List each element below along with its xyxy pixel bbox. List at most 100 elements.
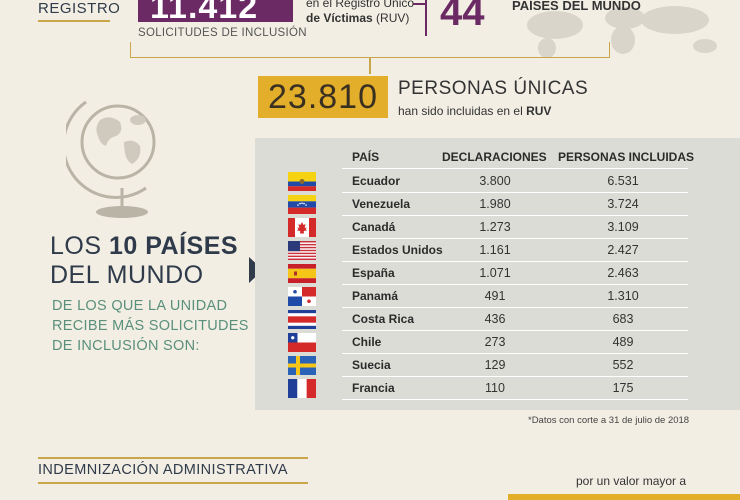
costa-rica-flag-icon	[288, 310, 316, 329]
row-divider	[342, 353, 688, 354]
valor-mayor-text: por un valor mayor a	[576, 474, 687, 488]
persons-value: 2.427	[607, 243, 639, 257]
bracket-connector	[130, 42, 610, 58]
country-name: Chile	[352, 335, 382, 349]
heading-line-1-pre: LOS	[50, 232, 109, 260]
france-flag-icon	[288, 379, 316, 398]
countries-table-panel	[255, 138, 740, 410]
heading-line-2: DEL MUNDO	[50, 261, 204, 289]
persons-value: 552	[612, 358, 634, 372]
declarations-value: 436	[484, 312, 506, 326]
declarations-value: 1.161	[479, 243, 511, 257]
countries-label: PAÍSES DEL MUNDO	[512, 0, 641, 13]
ruv-line-1: en el Registro Único	[306, 0, 415, 10]
indemnizacion-line-top	[38, 457, 308, 459]
registro-underline	[38, 20, 110, 22]
table-row: Francia 110 175	[255, 377, 740, 400]
table-row: Panamá 491 1.310	[255, 285, 740, 308]
column-header-declarations: DECLARACIONES	[442, 150, 547, 164]
solicitudes-label: SOLICITUDES DE INCLUSIÓN	[138, 27, 307, 39]
declarations-value: 129	[484, 358, 506, 372]
row-divider	[342, 330, 688, 331]
country-name: Panamá	[352, 289, 399, 303]
sweden-flag-icon	[288, 356, 316, 375]
countries-number: 44	[440, 0, 485, 34]
venezuela-flag-icon	[288, 195, 316, 214]
indemnizacion-label: INDEMNIZACIÓN ADMINISTRATIVA	[38, 462, 288, 478]
country-name: Venezuela	[352, 197, 411, 211]
ruv-line-2-bold: de Víctimas	[306, 11, 373, 25]
bracket-stem	[369, 58, 371, 74]
heading-line-1-bold: 10 PAÍSES	[108, 232, 239, 260]
persons-value: 3.724	[607, 197, 639, 211]
usa-flag-icon	[288, 241, 316, 260]
panama-flag-icon	[288, 287, 316, 306]
declarations-value: 3.800	[479, 174, 511, 188]
world-map-icon	[527, 6, 717, 58]
declarations-value: 491	[484, 289, 506, 303]
declarations-value: 273	[484, 335, 506, 349]
unique-persons-number: 23.810	[268, 77, 378, 116]
ruv-line-2-rest: (RUV)	[372, 11, 410, 25]
spain-flag-icon	[288, 264, 316, 283]
included-ruv-text: han sido incluidas en el RUV	[398, 104, 551, 118]
heading-line-1: LOS 10 PAÍSES	[50, 232, 238, 261]
row-divider	[342, 284, 688, 285]
column-header-persons: PERSONAS INCLUIDAS	[558, 150, 695, 164]
globe-icon	[66, 100, 156, 218]
country-name: Suecia	[352, 358, 391, 372]
persons-value: 1.310	[607, 289, 639, 303]
table-row: Chile 273 489	[255, 331, 740, 354]
country-name: Ecuador	[352, 174, 401, 188]
table-row: Canadá 1.273 3.109	[255, 216, 740, 239]
country-name: España	[352, 266, 395, 280]
table-row: Venezuela 1.980 3.724	[255, 193, 740, 216]
bottom-gold-box	[508, 494, 740, 500]
country-name: Canadá	[352, 220, 396, 234]
row-divider	[342, 215, 688, 216]
row-divider	[342, 376, 688, 377]
table-row: Estados Unidos 1.161 2.427	[255, 239, 740, 262]
included-text: han sido incluidas en el	[398, 104, 527, 118]
persons-value: 6.531	[607, 174, 639, 188]
row-divider	[342, 307, 688, 308]
header-divider	[342, 168, 688, 169]
declarations-value: 1.071	[479, 266, 511, 280]
canada-flag-icon	[288, 218, 316, 237]
persons-value: 3.109	[607, 220, 639, 234]
row-divider	[342, 261, 688, 262]
country-name: Francia	[352, 381, 395, 395]
indemnizacion-line-bottom	[38, 482, 308, 484]
ruv-description: en el Registro Único de Víctimas (RUV)	[306, 0, 414, 26]
footnote: *Datos con corte a 31 de julio de 2018	[528, 415, 690, 426]
declarations-value: 1.980	[479, 197, 511, 211]
table-row: Ecuador 3.800 6.531	[255, 170, 740, 193]
separator	[425, 0, 427, 36]
country-name: Costa Rica	[352, 312, 415, 326]
solicitudes-number: 11.412	[150, 0, 259, 26]
table-row: Suecia 129 552	[255, 354, 740, 377]
separator-tick	[413, 3, 427, 5]
subheading: DE LOS QUE LA UNIDAD RECIBE MÁS SOLICITU…	[52, 298, 249, 354]
table-row: Costa Rica 436 683	[255, 308, 740, 331]
declarations-value: 110	[485, 381, 505, 395]
row-divider	[342, 192, 688, 193]
unique-persons-label: PERSONAS ÚNICAS	[398, 78, 589, 99]
country-name: Estados Unidos	[352, 243, 443, 257]
ecuador-flag-icon	[288, 172, 316, 191]
persons-value: 683	[612, 312, 634, 326]
registro-label: REGISTRO	[38, 0, 121, 17]
persons-value: 489	[612, 335, 634, 349]
column-header-country: PAÍS	[352, 150, 380, 164]
row-divider	[342, 238, 688, 239]
persons-value: 175	[612, 381, 634, 395]
declarations-value: 1.273	[479, 220, 511, 234]
table-row: España 1.071 2.463	[255, 262, 740, 285]
persons-value: 2.463	[607, 266, 639, 280]
row-divider	[342, 399, 688, 400]
chile-flag-icon	[288, 333, 316, 352]
included-bold: RUV	[526, 104, 552, 118]
unique-persons-box: 23.810	[258, 76, 388, 118]
ruv-line-2: de Víctimas (RUV)	[306, 11, 414, 26]
solicitudes-number-box	[138, 0, 293, 22]
